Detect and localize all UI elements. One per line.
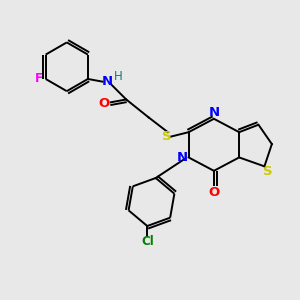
Text: F: F [35, 73, 43, 85]
Text: N: N [101, 75, 112, 88]
Text: O: O [208, 186, 220, 199]
Text: O: O [98, 97, 110, 110]
Text: N: N [177, 151, 188, 164]
Text: S: S [161, 130, 171, 143]
Text: N: N [208, 106, 220, 119]
Text: H: H [114, 70, 123, 83]
Text: Cl: Cl [141, 235, 154, 248]
Text: S: S [262, 165, 272, 178]
